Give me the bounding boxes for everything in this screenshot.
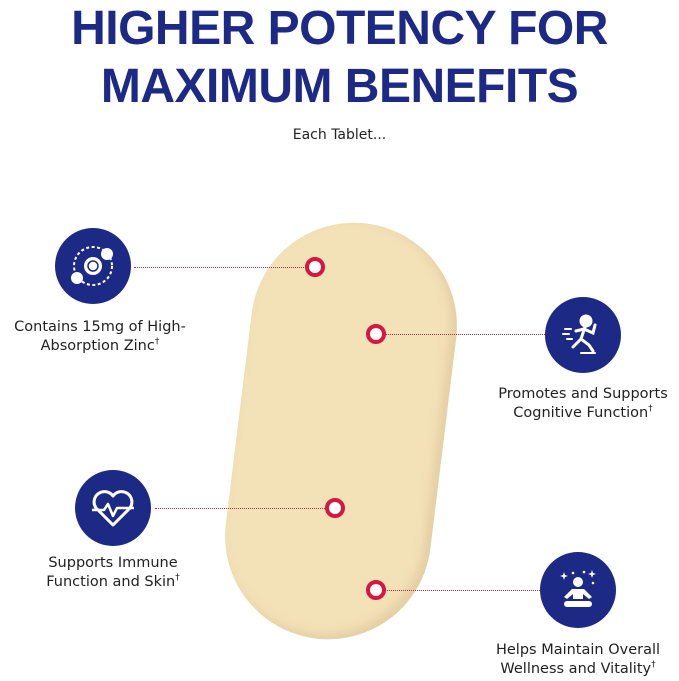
benefit-line: Cognitive Function xyxy=(513,405,649,421)
callout-dot xyxy=(325,498,345,518)
connector-line xyxy=(385,334,545,335)
benefit-zinc-label: Contains 15mg of High- Absorption Zinc† xyxy=(0,318,205,356)
benefit-line: Wellness and Vitality xyxy=(500,661,652,677)
benefit-line: Promotes and Supports xyxy=(498,386,668,402)
dagger-mark: † xyxy=(651,660,656,671)
benefit-cognitive-label: Promotes and Supports Cognitive Function… xyxy=(478,385,679,423)
benefit-immune-label: Supports Immune Function and Skin† xyxy=(8,554,218,592)
callout-dot xyxy=(366,580,386,600)
subtitle: Each Tablet... xyxy=(292,127,387,143)
dagger-mark: † xyxy=(175,573,180,584)
benefit-line: Function and Skin xyxy=(46,574,176,590)
callout-dot xyxy=(305,257,325,277)
connector-line xyxy=(385,590,540,591)
connector-line xyxy=(155,508,327,509)
benefit-line: Helps Maintain Overall xyxy=(495,642,661,658)
headline-line-2: MAXIMUM BENEFITS xyxy=(100,60,579,113)
running-person-icon xyxy=(545,297,621,373)
benefit-line: Contains 15mg of High- xyxy=(14,319,186,335)
headline-line-1: HIGHER POTENCY FOR xyxy=(71,2,608,55)
dagger-mark: † xyxy=(648,404,653,415)
benefit-line: Absorption Zinc xyxy=(40,338,155,354)
benefit-wellness-label: Helps Maintain Overall Wellness and Vita… xyxy=(473,641,679,679)
heart-pulse-icon xyxy=(75,470,151,546)
dagger-mark: † xyxy=(154,337,160,348)
callout-dot xyxy=(366,324,386,344)
benefit-line: Supports Immune xyxy=(48,555,178,571)
connector-line xyxy=(134,267,306,268)
meditation-icon xyxy=(540,552,616,628)
zinc-atom-icon xyxy=(55,228,131,304)
tablet-image xyxy=(213,211,469,651)
